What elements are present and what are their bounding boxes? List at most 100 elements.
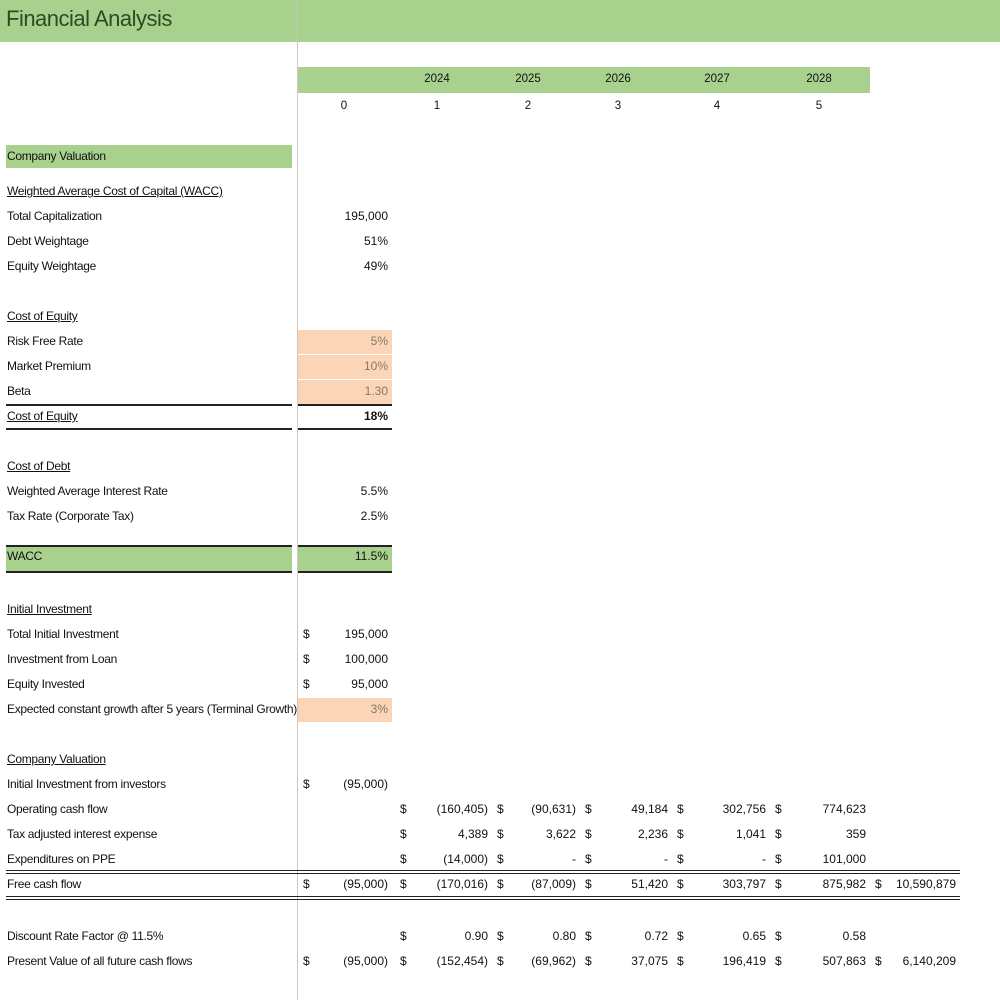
- value-cell[interactable]: $303,797: [672, 873, 770, 897]
- currency-symbol: $: [303, 777, 310, 791]
- row-label: Cost of Equity: [7, 309, 78, 323]
- table-row: Market Premium 10%: [0, 355, 1000, 379]
- currency-symbol: $: [585, 802, 592, 816]
- value-cell[interactable]: $ (69,962): [492, 950, 580, 974]
- value-cell[interactable]: $95,000: [298, 673, 392, 697]
- value-cell[interactable]: $0.65: [672, 925, 770, 949]
- value-cell[interactable]: 18%: [298, 405, 392, 429]
- row-label: Discount Rate Factor @ 11.5%: [7, 929, 164, 943]
- currency-symbol: $: [400, 852, 407, 866]
- value-cell[interactable]: $10,590,879: [870, 873, 960, 897]
- row-label: Total Capitalization: [7, 209, 102, 223]
- value-cell[interactable]: $3,622: [492, 823, 580, 847]
- currency-symbol: $: [875, 877, 882, 891]
- value-cell[interactable]: 49%: [298, 255, 392, 279]
- value-cell[interactable]: $ -: [672, 848, 770, 872]
- row-label: Total Initial Investment: [7, 627, 119, 641]
- row-label: Weighted Average Interest Rate: [7, 484, 168, 498]
- value-cell[interactable]: $302,756: [672, 798, 770, 822]
- table-row: Total Capitalization 195,000: [0, 205, 1000, 229]
- input-cell[interactable]: 3%: [298, 698, 392, 722]
- year-header: 2027: [704, 73, 730, 85]
- value-cell[interactable]: $51,420: [580, 873, 672, 897]
- period-index: 5: [815, 100, 823, 112]
- value-cell[interactable]: $ (152,454): [395, 950, 492, 974]
- currency-symbol: $: [400, 802, 407, 816]
- currency-symbol: $: [497, 877, 504, 891]
- currency-symbol: $: [303, 627, 310, 641]
- row-label: Weighted Average Cost of Capital (WACC): [7, 184, 223, 198]
- border-line: [6, 899, 960, 900]
- cell-value: 6,140,209: [902, 954, 956, 968]
- value-cell[interactable]: $1,041: [672, 823, 770, 847]
- value-cell[interactable]: $ (95,000): [298, 773, 392, 797]
- input-cell[interactable]: 10%: [298, 355, 392, 379]
- table-row: Expenditures on PPE $ (14,000) $ - $ - $ - $101,0…: [0, 848, 1000, 872]
- row-label: Equity Invested: [7, 677, 85, 691]
- value-cell[interactable]: 2.5%: [298, 505, 392, 529]
- currency-symbol: $: [875, 954, 882, 968]
- value-cell[interactable]: $ (170,016): [395, 873, 492, 897]
- value-cell[interactable]: $0.90: [395, 925, 492, 949]
- row-label: Beta: [7, 384, 31, 398]
- cell-value: 49%: [363, 259, 388, 273]
- cell-value: (69,962): [531, 954, 576, 968]
- period-index: 0: [340, 100, 348, 112]
- cell-value: 0.58: [842, 929, 866, 943]
- cell-value: -: [762, 852, 766, 866]
- value-cell[interactable]: $196,419: [672, 950, 770, 974]
- value-cell[interactable]: $101,000: [770, 848, 870, 872]
- table-row: Company Valuation: [0, 145, 1000, 169]
- value-cell[interactable]: $4,389: [395, 823, 492, 847]
- cell-value: 195,000: [344, 627, 388, 641]
- currency-symbol: $: [400, 929, 407, 943]
- cell-value: 302,756: [722, 802, 766, 816]
- value-cell[interactable]: 11.5%: [298, 545, 392, 569]
- value-cell[interactable]: $37,075: [580, 950, 672, 974]
- value-cell[interactable]: $0.80: [492, 925, 580, 949]
- input-cell[interactable]: 5%: [298, 330, 392, 354]
- value-cell[interactable]: $359: [770, 823, 870, 847]
- value-cell[interactable]: $ (90,631): [492, 798, 580, 822]
- currency-symbol: $: [585, 954, 592, 968]
- table-row: Debt Weightage 51%: [0, 230, 1000, 254]
- currency-symbol: $: [497, 827, 504, 841]
- cell-value: 95,000: [351, 677, 388, 691]
- value-cell[interactable]: $ -: [492, 848, 580, 872]
- value-cell[interactable]: $507,863: [770, 950, 870, 974]
- value-cell[interactable]: $774,623: [770, 798, 870, 822]
- cell-value: 49,184: [631, 802, 668, 816]
- value-cell[interactable]: $ (95,000): [298, 950, 392, 974]
- border-line: [6, 870, 960, 871]
- table-row: Investment from Loan $100,000: [0, 648, 1000, 672]
- table-row: Total Initial Investment $195,000: [0, 623, 1000, 647]
- cell-value: 51,420: [631, 877, 668, 891]
- value-cell[interactable]: $0.58: [770, 925, 870, 949]
- row-label: Risk Free Rate: [7, 334, 83, 348]
- value-cell[interactable]: $ (14,000): [395, 848, 492, 872]
- currency-symbol: $: [677, 929, 684, 943]
- value-cell[interactable]: 5.5%: [298, 480, 392, 504]
- value-cell[interactable]: $ (160,405): [395, 798, 492, 822]
- cell-value: 11.5%: [354, 549, 388, 563]
- table-row: Discount Rate Factor @ 11.5% $0.90 $0.80 $0…: [0, 925, 1000, 949]
- value-cell[interactable]: $ (95,000): [298, 873, 392, 897]
- value-cell[interactable]: 195,000: [298, 205, 392, 229]
- year-header-band: [298, 67, 870, 93]
- value-cell[interactable]: $2,236: [580, 823, 672, 847]
- value-cell[interactable]: $195,000: [298, 623, 392, 647]
- value-cell[interactable]: $6,140,209: [870, 950, 960, 974]
- value-cell[interactable]: $ -: [580, 848, 672, 872]
- cell-value: 0.90: [464, 929, 488, 943]
- value-cell[interactable]: $0.72: [580, 925, 672, 949]
- cell-value: (90,631): [531, 802, 576, 816]
- value-cell[interactable]: $100,000: [298, 648, 392, 672]
- value-cell[interactable]: $875,982: [770, 873, 870, 897]
- value-cell[interactable]: $49,184: [580, 798, 672, 822]
- row-label: Market Premium: [7, 359, 91, 373]
- cell-value: 2,236: [637, 827, 668, 841]
- value-cell[interactable]: 51%: [298, 230, 392, 254]
- value-cell[interactable]: $ (87,009): [492, 873, 580, 897]
- row-label: Tax adjusted interest expense: [7, 827, 158, 841]
- input-cell[interactable]: 1.30: [298, 380, 392, 404]
